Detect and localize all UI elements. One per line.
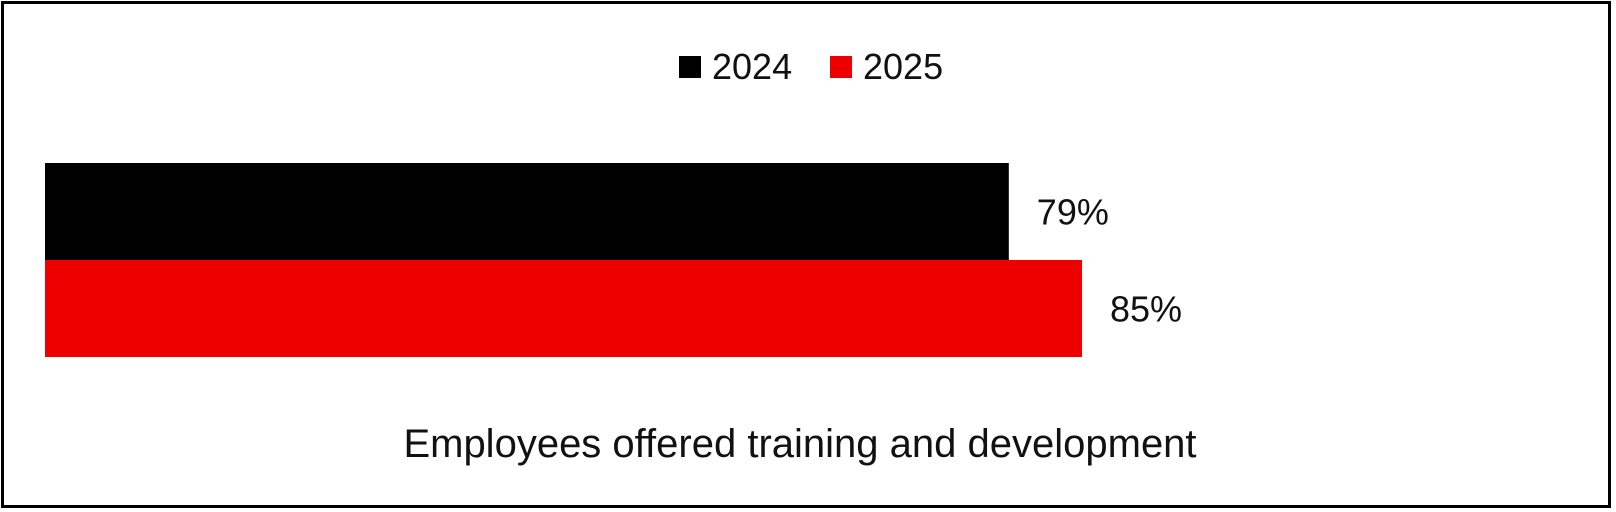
value-label-2025: 85% [1110,289,1182,330]
legend-swatch-2024 [679,56,701,78]
bar-2024 [45,163,1009,260]
value-labels: 79% 85% [1037,192,1182,330]
value-label-2024: 79% [1037,192,1109,233]
bar-2025 [45,260,1082,357]
legend-label-2024: 2024 [712,46,792,87]
legend: 2024 2025 [679,46,943,87]
category-label: Employees offered training and developme… [403,422,1196,466]
legend-label-2025: 2025 [863,46,943,87]
legend-swatch-2025 [830,56,852,78]
bars [45,163,1082,357]
